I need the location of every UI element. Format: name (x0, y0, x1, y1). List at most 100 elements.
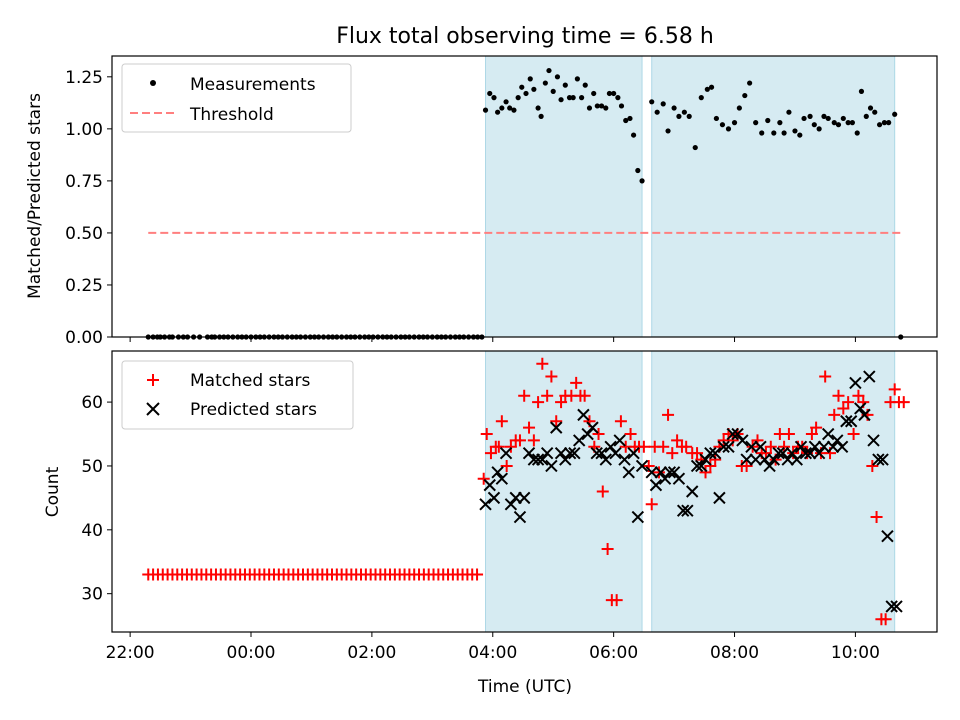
predicted-star-point (622, 466, 635, 479)
predicted-star-point (586, 421, 599, 434)
matched-star-point (480, 428, 493, 441)
predicted-star-point (595, 446, 608, 460)
measurement-point (676, 113, 682, 119)
bottom-legend: Matched stars Predicted stars (121, 360, 354, 430)
matched-star-point (504, 440, 517, 453)
measurement-point (482, 107, 489, 113)
predicted-star-point (686, 485, 699, 498)
measurement-point (747, 80, 753, 86)
matched-star-point (666, 447, 679, 460)
predicted-star-point (831, 434, 844, 447)
x-tick-label: 08:00 (710, 643, 759, 663)
predicted-star-point (604, 440, 617, 454)
predicted-star-point (835, 440, 849, 454)
predicted-star-point (890, 600, 903, 613)
measurement-point (507, 105, 513, 111)
measurement-point (725, 126, 732, 132)
matched-star-point (847, 428, 860, 441)
measurement-point (759, 130, 765, 136)
matched-star-point (662, 408, 675, 421)
matched-star-point (652, 466, 665, 479)
measurement-point (603, 105, 609, 111)
figure-title: Flux total observing time = 6.58 h (336, 24, 714, 49)
predicted-star-point (713, 491, 726, 505)
observing-interval (485, 350, 643, 633)
bottom-y-axis-label: Count (43, 466, 63, 517)
measurement-point (797, 132, 803, 138)
measurement-point (771, 130, 777, 136)
predicted-star-point (740, 453, 753, 466)
matched-star-point (477, 472, 490, 485)
predicted-star-point (627, 446, 640, 460)
measurement-point (777, 120, 783, 126)
measurement-point (713, 115, 719, 122)
x-tick-label: 02:00 (347, 643, 396, 663)
predicted-star-point (858, 408, 871, 422)
measurement-point (538, 113, 544, 119)
top-y-tick-label: 0.50 (65, 224, 103, 244)
legend-threshold-label: Threshold (189, 105, 274, 125)
x-tick-label: 22:00 (106, 643, 155, 663)
matched-star-point (852, 389, 865, 402)
matched-star-point (810, 421, 823, 434)
predicted-star-point (487, 491, 501, 505)
measurement-point (816, 126, 822, 132)
predicted-star-point (885, 600, 898, 613)
predicted-star-point (708, 446, 722, 460)
predicted-star-point (577, 408, 590, 422)
bottom-axes-frame (111, 350, 938, 633)
matched-star-point (578, 389, 591, 402)
predicted-star-point (794, 440, 808, 454)
top-y-tick-label: 1.00 (65, 120, 103, 140)
predicted-star-point (849, 376, 862, 390)
predicted-star-point (545, 459, 558, 473)
measurement-point (635, 167, 641, 174)
matched-star-point (500, 459, 513, 472)
predicted-star-point (479, 498, 492, 511)
legend-matched-label: Matched stars (190, 371, 310, 391)
predicted-star-point (631, 510, 645, 524)
matched-star-point (657, 440, 670, 453)
matched-star-point (870, 511, 883, 524)
x-tick-label: 04:00 (468, 643, 517, 663)
measurement-point (491, 95, 497, 101)
predicted-star-point (495, 472, 509, 485)
predicted-star-point (722, 440, 735, 454)
matched-star-point (610, 594, 623, 607)
measurement-point (781, 130, 787, 136)
matched-star-point (897, 396, 910, 409)
measurement-point (863, 113, 869, 119)
measurement-point (606, 90, 613, 97)
matched-star-point (484, 447, 497, 460)
predicted-star-point (690, 459, 704, 473)
measurement-point (840, 115, 846, 122)
matched-star-point (764, 440, 777, 453)
matched-star-point (671, 434, 684, 447)
predicted-star-point (840, 415, 853, 428)
predicted-star-point (550, 421, 563, 434)
predicted-star-point (699, 453, 712, 466)
measurement-point (786, 109, 792, 115)
measurement-point (586, 105, 593, 111)
predicted-star-point (812, 446, 826, 460)
measurement-point (591, 90, 597, 97)
matched-star-point (614, 415, 627, 428)
predicted-star-point (876, 453, 889, 466)
predicted-star-point (803, 446, 817, 460)
predicted-star-point (758, 453, 771, 466)
matched-star-point (828, 408, 841, 421)
predicted-star-point (531, 453, 545, 466)
matched-star-point (532, 396, 545, 409)
matched-star-point (523, 421, 536, 434)
measurement-point (618, 103, 625, 109)
measurement-point (854, 130, 860, 136)
predicted-star-point (681, 504, 694, 517)
predicted-star-point (618, 453, 631, 466)
measurement-point (582, 82, 588, 88)
measurement-point (665, 128, 671, 134)
measurement-point (660, 101, 666, 107)
predicted-star-point (572, 434, 586, 447)
x-axis-label: Time (UTC) (477, 677, 572, 697)
measurement-point (503, 99, 509, 105)
